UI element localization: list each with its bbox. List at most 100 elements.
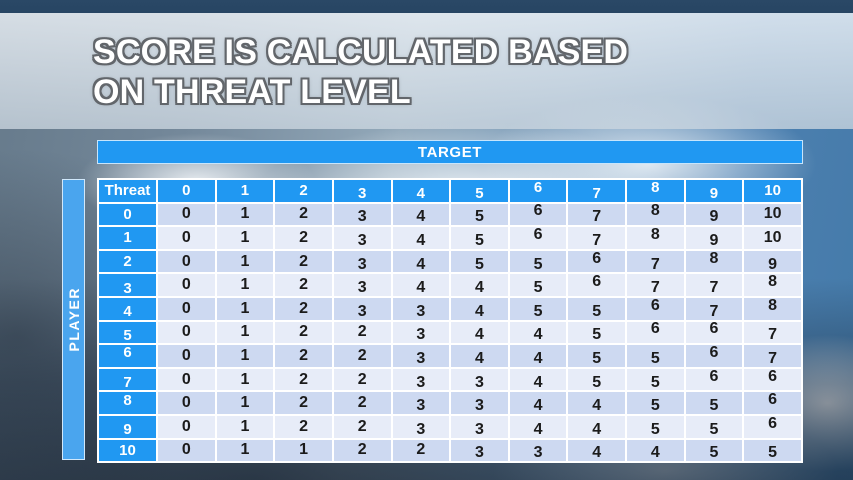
score-cell: 5 (683, 390, 745, 416)
score-cell: 6 (625, 319, 686, 346)
score-cell: 4 (449, 319, 510, 346)
score-cell: 3 (449, 366, 510, 393)
column-header: 1 (214, 178, 276, 204)
player-label: PLAYER (65, 287, 82, 352)
score-cell: 6 (507, 225, 569, 251)
target-header-banner: TARGET (97, 140, 803, 164)
score-cell: 5 (507, 248, 569, 275)
row-header: 6 (97, 343, 158, 369)
score-cell: 5 (683, 413, 745, 440)
score-cell: 0 (156, 272, 217, 298)
score-cell: 5 (566, 319, 627, 346)
score-cell: 4 (566, 390, 627, 416)
row-header: 10 (97, 437, 158, 464)
row-header: 8 (97, 390, 158, 416)
score-cell: 4 (507, 413, 569, 440)
score-cell: 4 (449, 343, 510, 369)
score-cell: 10 (742, 225, 803, 251)
score-cell: 3 (449, 437, 510, 464)
score-cell: 8 (742, 295, 803, 322)
score-cell: 1 (214, 248, 276, 275)
row-header: 3 (97, 272, 158, 298)
score-cell: 4 (566, 437, 627, 464)
score-cell: 5 (449, 201, 510, 228)
score-cell: 1 (214, 225, 276, 251)
score-cell: 2 (390, 437, 452, 464)
score-cell: 4 (566, 413, 627, 440)
score-cell: 4 (449, 272, 510, 298)
row-header: 5 (97, 319, 158, 346)
score-cell: 2 (331, 366, 393, 393)
score-cell: 3 (507, 437, 569, 464)
score-cell: 9 (742, 248, 803, 275)
column-header: 4 (390, 178, 452, 204)
score-cell: 4 (390, 248, 452, 275)
score-cell: 2 (331, 390, 393, 416)
table-row: 10 0 1 1 2 2 3 3 4 4 5 5 (97, 437, 803, 464)
score-cell: 3 (331, 272, 393, 298)
score-cell: 3 (390, 319, 452, 346)
score-cell: 2 (273, 413, 334, 440)
score-cell: 4 (390, 272, 452, 298)
score-cell: 0 (156, 343, 217, 369)
score-cell: 1 (214, 319, 276, 346)
score-cell: 2 (273, 319, 334, 346)
title-band (0, 13, 853, 129)
score-cell: 9 (683, 201, 745, 228)
score-cell: 9 (683, 225, 745, 251)
column-header: 8 (625, 178, 686, 204)
score-cell: 5 (507, 272, 569, 298)
row-header: 7 (97, 366, 158, 393)
score-cell: 5 (625, 366, 686, 393)
score-cell: 5 (566, 295, 627, 322)
score-cell: 5 (625, 390, 686, 416)
score-cell: 3 (390, 366, 452, 393)
score-cell: 2 (273, 225, 334, 251)
score-cell: 5 (449, 248, 510, 275)
score-cell: 5 (625, 413, 686, 440)
score-cell: 0 (156, 319, 217, 346)
corner-header-threat: Threat (97, 178, 158, 204)
row-header: 4 (97, 295, 158, 322)
score-cell: 1 (214, 390, 276, 416)
score-cell: 2 (273, 390, 334, 416)
column-header: 6 (507, 178, 569, 204)
score-cell: 3 (449, 390, 510, 416)
column-header: 2 (273, 178, 334, 204)
score-table: Threat 0 1 2 3 4 5 6 7 8 9 10 0 0 1 2 3 4 5 6 7 8 9 10 1 0 1 2 3 4 5 6 7… (97, 178, 803, 464)
score-cell: 8 (625, 225, 686, 251)
score-cell: 3 (331, 295, 393, 322)
score-cell: 3 (449, 413, 510, 440)
column-header: 5 (449, 178, 510, 204)
score-cell: 1 (214, 437, 276, 464)
score-cell: 6 (683, 343, 745, 369)
score-cell: 0 (156, 390, 217, 416)
score-cell: 1 (214, 272, 276, 298)
score-cell: 1 (273, 437, 334, 464)
score-cell: 0 (156, 437, 217, 464)
score-cell: 8 (625, 201, 686, 228)
score-cell: 8 (742, 272, 803, 298)
score-cell: 5 (742, 437, 803, 464)
score-cell: 2 (273, 272, 334, 298)
score-cell: 0 (156, 201, 217, 228)
score-cell: 6 (742, 413, 803, 440)
score-cell: 0 (156, 413, 217, 440)
score-cell: 1 (214, 366, 276, 393)
score-cell: 7 (625, 248, 686, 275)
score-cell: 6 (566, 248, 627, 275)
score-cell: 5 (449, 225, 510, 251)
column-header: 10 (742, 178, 803, 204)
score-cell: 3 (390, 390, 452, 416)
score-cell: 3 (390, 343, 452, 369)
score-cell: 10 (742, 201, 803, 228)
score-cell: 4 (625, 437, 686, 464)
score-cell: 6 (742, 366, 803, 393)
score-cell: 2 (273, 366, 334, 393)
